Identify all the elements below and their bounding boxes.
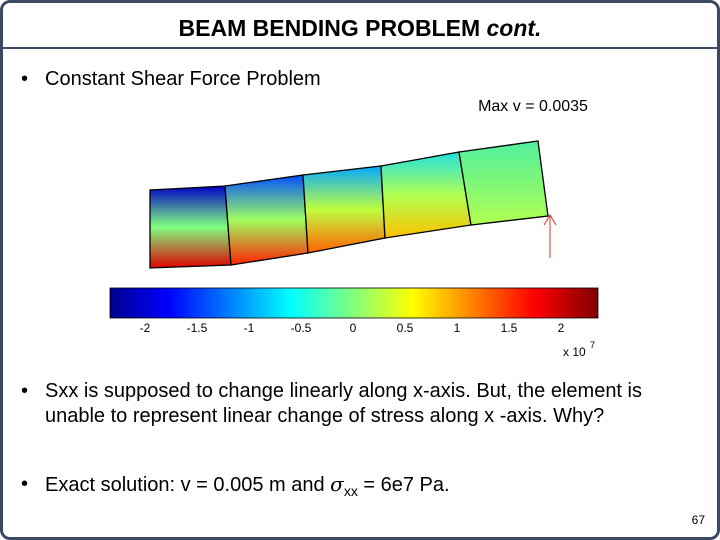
- colorbar-tick-label: 0.5: [397, 321, 414, 335]
- colorbar-tick-label: -1: [244, 321, 255, 335]
- colorbar-tick-label: 1.5: [501, 321, 518, 335]
- bullet-text: Exact solution: v = 0.005 m and: [45, 474, 331, 496]
- colorbar-tick-label: -2: [140, 321, 151, 335]
- subscript: xx: [343, 483, 358, 499]
- element: [302, 165, 386, 254]
- bullet: • Sxx is supposed to change linearly alon…: [21, 380, 642, 427]
- element: [458, 140, 549, 226]
- bullet: • Exact solution: v = 0.005 m and σxx = 6…: [21, 472, 450, 499]
- title-text: BEAM BENDING PROBLEM: [178, 15, 481, 41]
- colorbar-tick-label: 1: [454, 321, 461, 335]
- colorbar-tick-label: -1.5: [187, 321, 208, 335]
- page-number: 67: [691, 513, 705, 527]
- element: [380, 151, 472, 239]
- bullet: • Constant Shear Force Problem: [21, 68, 321, 90]
- colorbar-exponent: 7: [590, 340, 595, 350]
- colorbar-tick-label: -0.5: [291, 321, 312, 335]
- figure-caption: Max v = 0.0035: [478, 98, 588, 115]
- title-italic: cont.: [486, 15, 542, 41]
- title-rule: [3, 47, 717, 49]
- colorbar: [109, 287, 599, 319]
- colorbar-multiplier: x 10: [563, 345, 586, 359]
- title: BEAM BENDING PROBLEM cont.: [3, 15, 717, 42]
- colorbar-tick-label: 2: [558, 321, 565, 335]
- element: [149, 185, 232, 269]
- load-arrow: [543, 214, 557, 258]
- bullet-text: = 6e7 Pa.: [357, 474, 450, 496]
- bullet-text: Constant Shear Force Problem: [45, 68, 321, 90]
- element: [224, 174, 309, 266]
- colorbar-tick-label: 0: [350, 321, 357, 335]
- figure: Max v = 0.0035 -2 -1.5 -1 -0.5 0 0.5 1 1.5 2 x 1…: [109, 98, 599, 359]
- bullet-text: Sxx is supposed to change linearly along…: [45, 380, 642, 427]
- beam-mesh: [149, 140, 549, 269]
- symbol: σ: [330, 472, 344, 496]
